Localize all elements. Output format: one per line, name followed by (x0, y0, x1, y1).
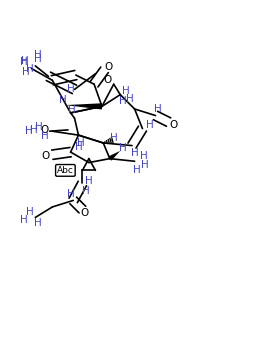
Text: H: H (122, 86, 129, 96)
Text: H: H (141, 160, 149, 170)
Text: H: H (140, 151, 148, 161)
Text: H: H (22, 67, 30, 78)
Text: H: H (131, 148, 139, 158)
Text: H: H (67, 189, 74, 199)
Text: H: H (119, 96, 127, 106)
Text: H: H (125, 93, 133, 103)
Text: O: O (104, 62, 113, 72)
Text: H: H (133, 165, 141, 175)
Text: H: H (147, 120, 154, 130)
Text: H: H (110, 133, 117, 143)
Text: Abc: Abc (57, 166, 74, 175)
Text: O: O (42, 151, 50, 161)
Text: H: H (20, 57, 27, 67)
Text: H: H (34, 51, 42, 61)
Text: H: H (25, 126, 33, 136)
Text: H: H (20, 215, 27, 225)
Text: H: H (67, 84, 74, 94)
Text: H: H (34, 54, 42, 64)
Text: H: H (154, 104, 162, 114)
Polygon shape (65, 103, 102, 110)
Text: H: H (82, 186, 90, 196)
Text: O: O (40, 125, 49, 135)
Text: H: H (41, 131, 48, 142)
Text: H: H (21, 56, 29, 66)
Text: H: H (77, 138, 85, 148)
Text: H: H (85, 176, 93, 186)
Text: H: H (74, 142, 82, 152)
Text: H: H (59, 95, 67, 105)
Text: H: H (26, 207, 34, 217)
Text: H: H (34, 218, 42, 228)
Text: H: H (35, 122, 43, 132)
Text: O: O (170, 120, 178, 130)
Text: O: O (81, 209, 89, 218)
Text: H: H (30, 125, 38, 135)
Text: H: H (68, 105, 76, 115)
Text: H: H (119, 143, 127, 153)
Text: H: H (26, 64, 34, 73)
Text: O: O (103, 75, 111, 85)
Polygon shape (108, 151, 120, 161)
